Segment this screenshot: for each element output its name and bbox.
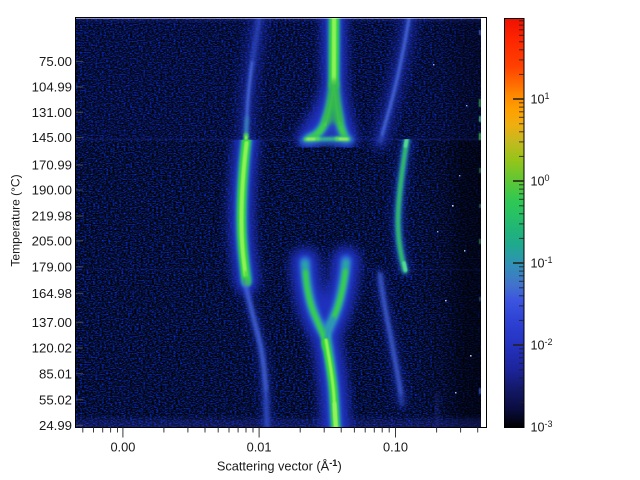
svg-text:179.00: 179.00 bbox=[32, 259, 72, 274]
svg-text:219.98: 219.98 bbox=[32, 209, 72, 224]
svg-text:137.00: 137.00 bbox=[32, 315, 72, 330]
svg-text:0.00: 0.00 bbox=[110, 439, 135, 454]
svg-text:Scattering vector (Å-1): Scattering vector (Å-1) bbox=[217, 458, 342, 473]
svg-text:104.99: 104.99 bbox=[32, 80, 72, 95]
svg-text:131.00: 131.00 bbox=[32, 105, 72, 120]
svg-text:100: 100 bbox=[531, 173, 550, 189]
svg-text:190.00: 190.00 bbox=[32, 183, 72, 198]
svg-text:85.01: 85.01 bbox=[39, 366, 72, 381]
svg-text:101: 101 bbox=[531, 91, 550, 107]
svg-text:205.00: 205.00 bbox=[32, 233, 72, 248]
svg-text:0.10: 0.10 bbox=[383, 439, 408, 454]
svg-text:75.00: 75.00 bbox=[39, 54, 72, 69]
svg-text:0.01: 0.01 bbox=[247, 439, 272, 454]
svg-text:10-2: 10-2 bbox=[531, 337, 553, 353]
svg-text:10-1: 10-1 bbox=[531, 255, 553, 271]
svg-text:55.02: 55.02 bbox=[39, 392, 72, 407]
svg-text:145.00: 145.00 bbox=[32, 130, 72, 145]
svg-text:170.99: 170.99 bbox=[32, 158, 72, 173]
svg-text:164.98: 164.98 bbox=[32, 286, 72, 301]
svg-text:Temperature (°C): Temperature (°C) bbox=[9, 174, 23, 266]
svg-text:10-3: 10-3 bbox=[531, 419, 553, 435]
svg-text:24.99: 24.99 bbox=[39, 418, 72, 433]
svg-text:120.02: 120.02 bbox=[32, 341, 72, 356]
